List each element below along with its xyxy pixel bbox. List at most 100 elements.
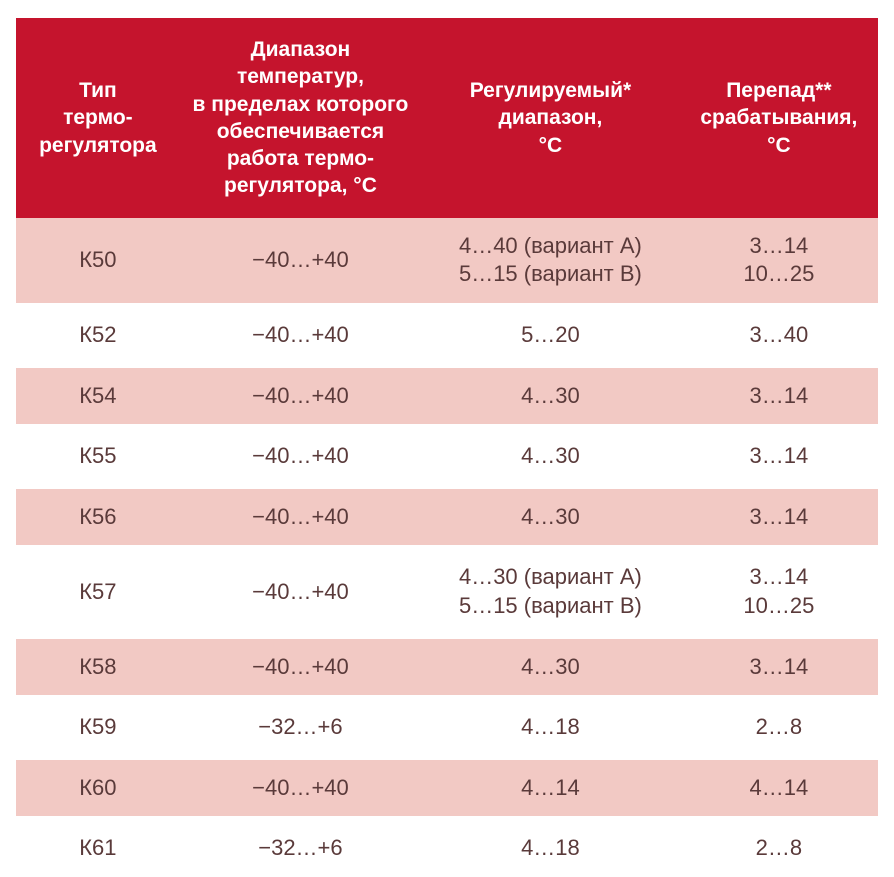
cell-value: 3…14 — [750, 654, 809, 679]
cell: 3…14 10…25 — [680, 218, 878, 303]
cell: −40…+40 — [180, 760, 421, 817]
cell-value: 3…14 — [750, 443, 809, 468]
cell: −32…+6 — [180, 699, 421, 756]
cell-value: К59 — [79, 714, 116, 739]
cell: 4…30 — [421, 428, 680, 485]
cell-value: 4…30 (вариант А) 5…15 (вариант В) — [459, 564, 642, 618]
cell-value: −40…+40 — [252, 775, 349, 800]
cell: 4…30 — [421, 368, 680, 425]
cell: 3…40 — [680, 307, 878, 364]
cell-value: 3…14 10…25 — [743, 564, 814, 618]
cell-value: К50 — [79, 247, 116, 272]
cell: 4…14 — [680, 760, 878, 817]
cell: К59 — [16, 699, 180, 756]
cell: −40…+40 — [180, 307, 421, 364]
cell: 4…30 — [421, 639, 680, 696]
table-row: К54 −40…+40 4…30 3…14 — [16, 368, 878, 425]
cell-value: 4…40 (вариант А) 5…15 (вариант В) — [459, 233, 642, 287]
col-header-label: Перепад** срабатывания, °С — [700, 79, 857, 157]
table-row: К56 −40…+40 4…30 3…14 — [16, 489, 878, 546]
cell-value: К54 — [79, 383, 116, 408]
cell: К52 — [16, 307, 180, 364]
cell-value: −32…+6 — [258, 714, 342, 739]
table-row: К58 −40…+40 4…30 3…14 — [16, 639, 878, 696]
cell-value: −40…+40 — [252, 247, 349, 272]
cell: 2…8 — [680, 699, 878, 756]
cell-value: 4…14 — [521, 775, 580, 800]
cell: −40…+40 — [180, 428, 421, 485]
cell-value: 4…30 — [521, 654, 580, 679]
col-header-label: Регулируемый* диапазон, °С — [470, 79, 631, 157]
col-header-1: Диапазон температур, в пределах которого… — [180, 18, 421, 218]
table-row: К50 −40…+40 4…40 (вариант А) 5…15 (вариант… — [16, 218, 878, 303]
cell: К54 — [16, 368, 180, 425]
table-row: К55 −40…+40 4…30 3…14 — [16, 428, 878, 485]
table-row: К52 −40…+40 5…20 3…40 — [16, 307, 878, 364]
col-header-0: Тип термо- регулятора — [16, 18, 180, 218]
cell: 4…30 — [421, 489, 680, 546]
cell-value: −40…+40 — [252, 322, 349, 347]
cell: 4…40 (вариант А) 5…15 (вариант В) — [421, 218, 680, 303]
cell: −40…+40 — [180, 368, 421, 425]
cell: 3…14 10…25 — [680, 549, 878, 634]
cell: 4…14 — [421, 760, 680, 817]
cell-value: 2…8 — [756, 835, 802, 860]
cell-value: 4…18 — [521, 714, 580, 739]
cell-value: 3…40 — [750, 322, 809, 347]
cell-value: К58 — [79, 654, 116, 679]
cell-value: К55 — [79, 443, 116, 468]
cell-value: −40…+40 — [252, 383, 349, 408]
cell-value: 4…30 — [521, 443, 580, 468]
thermostat-table: Тип термо- регулятора Диапазон температур… — [16, 18, 878, 877]
table-body: К50 −40…+40 4…40 (вариант А) 5…15 (вариант… — [16, 218, 878, 877]
table-container: Тип термо- регулятора Диапазон температур… — [0, 0, 894, 800]
cell-value: 3…14 — [750, 504, 809, 529]
header-row: Тип термо- регулятора Диапазон температур… — [16, 18, 878, 218]
cell-value: 4…30 — [521, 383, 580, 408]
cell: К56 — [16, 489, 180, 546]
table-head: Тип термо- регулятора Диапазон температур… — [16, 18, 878, 218]
cell-value: 4…18 — [521, 835, 580, 860]
cell: −40…+40 — [180, 549, 421, 634]
cell: 3…14 — [680, 428, 878, 485]
cell: К61 — [16, 820, 180, 877]
cell-value: К61 — [79, 835, 116, 860]
cell-value: −40…+40 — [252, 504, 349, 529]
cell: К55 — [16, 428, 180, 485]
table-row: К61 −32…+6 4…18 2…8 — [16, 820, 878, 877]
cell-value: 5…20 — [521, 322, 580, 347]
cell-value: −32…+6 — [258, 835, 342, 860]
cell: −32…+6 — [180, 820, 421, 877]
cell-value: −40…+40 — [252, 654, 349, 679]
cell: −40…+40 — [180, 639, 421, 696]
cell: 3…14 — [680, 489, 878, 546]
cell: 4…18 — [421, 820, 680, 877]
table-row: К59 −32…+6 4…18 2…8 — [16, 699, 878, 756]
cell-value: 3…14 10…25 — [743, 233, 814, 287]
cell: К57 — [16, 549, 180, 634]
col-header-3: Перепад** срабатывания, °С — [680, 18, 878, 218]
col-header-2: Регулируемый* диапазон, °С — [421, 18, 680, 218]
cell-value: К52 — [79, 322, 116, 347]
cell: 3…14 — [680, 639, 878, 696]
cell: К58 — [16, 639, 180, 696]
col-header-label: Диапазон температур, в пределах которого… — [193, 38, 409, 197]
table-row: К60 −40…+40 4…14 4…14 — [16, 760, 878, 817]
cell-value: К57 — [79, 579, 116, 604]
cell: 5…20 — [421, 307, 680, 364]
cell: 4…18 — [421, 699, 680, 756]
cell-value: 3…14 — [750, 383, 809, 408]
cell-value: 4…30 — [521, 504, 580, 529]
cell: 2…8 — [680, 820, 878, 877]
cell-value: −40…+40 — [252, 443, 349, 468]
cell: 4…30 (вариант А) 5…15 (вариант В) — [421, 549, 680, 634]
cell: К50 — [16, 218, 180, 303]
cell-value: К56 — [79, 504, 116, 529]
cell: −40…+40 — [180, 218, 421, 303]
cell-value: 2…8 — [756, 714, 802, 739]
cell: К60 — [16, 760, 180, 817]
cell-value: −40…+40 — [252, 579, 349, 604]
cell-value: 4…14 — [750, 775, 809, 800]
col-header-label: Тип термо- регулятора — [39, 79, 157, 157]
cell-value: К60 — [79, 775, 116, 800]
